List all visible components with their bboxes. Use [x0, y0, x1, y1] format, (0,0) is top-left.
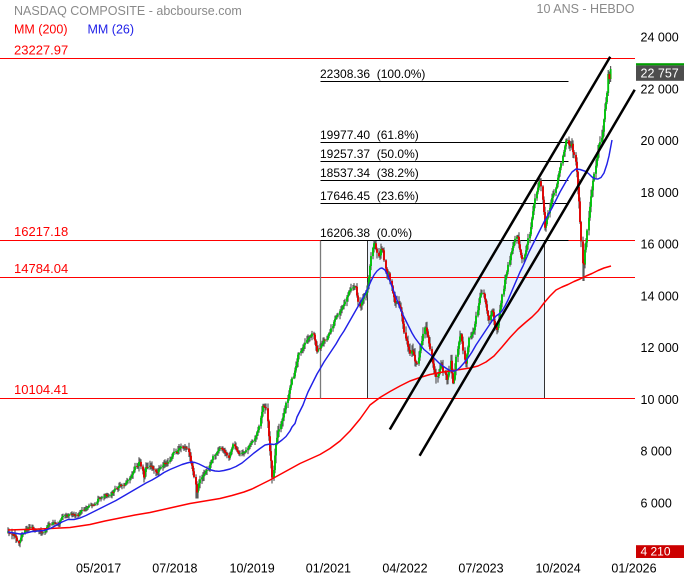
svg-text:10104.41: 10104.41: [14, 382, 68, 397]
svg-text:10/2024: 10/2024: [536, 562, 581, 576]
svg-text:10/2019: 10/2019: [230, 562, 275, 576]
svg-text:16217.18: 16217.18: [14, 224, 68, 239]
svg-text:19977.40 (61.8%): 19977.40 (61.8%): [320, 128, 419, 142]
svg-text:MM (200): MM (200): [14, 23, 67, 37]
svg-text:14784.04: 14784.04: [14, 261, 68, 276]
svg-text:16 000: 16 000: [641, 238, 679, 252]
svg-text:6 000: 6 000: [641, 497, 672, 511]
svg-text:NASDAQ COMPOSITE - abcbourse.c: NASDAQ COMPOSITE - abcbourse.com: [14, 4, 242, 18]
svg-text:01/2021: 01/2021: [306, 562, 351, 576]
svg-text:14 000: 14 000: [641, 289, 679, 303]
svg-text:07/2018: 07/2018: [152, 562, 197, 576]
svg-text:05/2017: 05/2017: [76, 562, 121, 576]
svg-text:24 000: 24 000: [641, 31, 679, 45]
svg-text:23227.97: 23227.97: [14, 42, 68, 57]
svg-text:22 757: 22 757: [641, 67, 679, 81]
svg-text:10 ANS - HEBDO: 10 ANS - HEBDO: [537, 2, 635, 16]
svg-text:20 000: 20 000: [641, 134, 679, 148]
svg-text:17646.45 (23.6%): 17646.45 (23.6%): [320, 189, 419, 203]
svg-text:10 000: 10 000: [641, 393, 679, 407]
svg-text:8 000: 8 000: [641, 445, 672, 459]
svg-text:07/2023: 07/2023: [458, 562, 503, 576]
svg-text:12 000: 12 000: [641, 341, 679, 355]
svg-text:4 210: 4 210: [641, 545, 671, 559]
svg-text:22308.36 (100.0%): 22308.36 (100.0%): [320, 67, 425, 81]
svg-text:01/2026: 01/2026: [611, 562, 656, 576]
svg-text:MM (26): MM (26): [88, 23, 135, 37]
svg-text:04/2022: 04/2022: [382, 562, 427, 576]
svg-text:22 000: 22 000: [641, 82, 679, 96]
svg-text:19257.37 (50.0%): 19257.37 (50.0%): [320, 147, 419, 161]
svg-text:18537.34 (38.2%): 18537.34 (38.2%): [320, 166, 419, 180]
svg-text:18 000: 18 000: [641, 186, 679, 200]
svg-text:16206.38 (0.0%): 16206.38 (0.0%): [320, 226, 412, 240]
